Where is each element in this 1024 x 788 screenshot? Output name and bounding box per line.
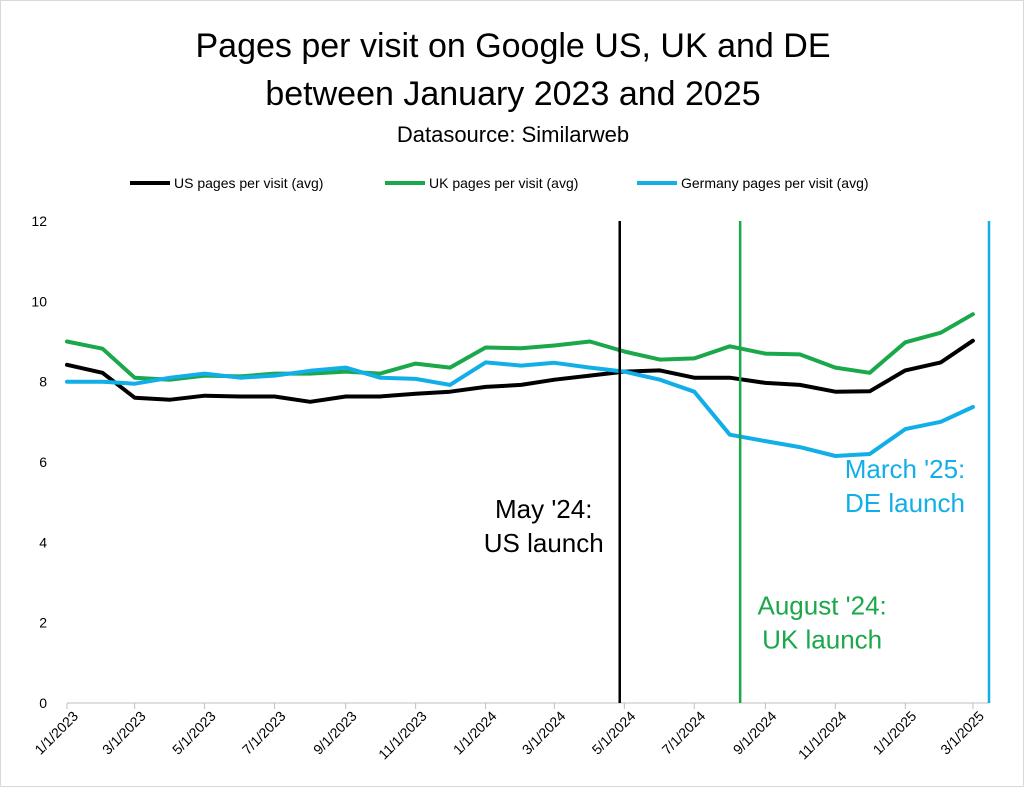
us-legend-entry: US pages per visit (avg) [130,175,323,191]
x-tick-label: 9/1/2024 [730,708,780,758]
x-tick-label: 1/1/2025 [870,708,920,758]
legend-label: US pages per visit (avg) [174,175,323,191]
x-tick-label: 11/1/2023 [375,708,430,763]
x-tick-label: 3/1/2023 [99,708,149,758]
us-series-line [65,338,975,404]
y-tick-label: 6 [39,454,47,470]
de-launch-label-line: March '25: [845,454,966,484]
legend-label: Germany pages per visit (avg) [681,175,869,191]
legend: US pages per visit (avg) UK pages per vis… [130,175,869,191]
x-tick-label: 3/1/2024 [519,708,569,758]
germany-legend-entry: Germany pages per visit (avg) [637,175,869,191]
uk-series-line [65,312,975,382]
uk-launch-label-line: UK launch [762,625,882,655]
uk-launch-label-line: August '24: [758,591,887,621]
x-axis: 1/1/2023 3/1/2023 5/1/2023 7/1/2023 9/1/2023… [31,702,989,763]
y-tick-label: 4 [39,534,47,550]
x-tick-label: 3/1/2025 [937,708,987,758]
annotation-layer: May '24: US launch August '24: UK launch Mar… [484,221,991,703]
x-tick-label: 1/1/2024 [450,708,500,758]
y-tick-label: 0 [39,695,47,711]
y-tick-label: 10 [31,293,47,309]
legend-label: UK pages per visit (avg) [429,175,578,191]
x-tick-label: 7/1/2023 [239,708,289,758]
chart-title-line-2: between January 2023 and 2025 [265,75,760,113]
x-tick-label: 5/1/2024 [589,708,639,758]
uk-legend-entry: UK pages per visit (avg) [385,175,578,191]
y-tick-label: 12 [31,213,47,229]
y-tick-label: 2 [39,615,47,631]
y-tick-label: 8 [39,374,47,390]
chart-subtitle: Datasource: Similarweb [397,122,629,147]
x-tick-label: 9/1/2023 [310,708,360,758]
de-launch-label-line: DE launch [845,488,965,518]
x-tick-label: 11/1/2024 [795,708,850,763]
us-launch-label-line: May '24: [495,494,592,524]
x-tick-label: 5/1/2023 [169,708,219,758]
x-tick-label: 7/1/2024 [659,708,709,758]
chart-title-line-1: Pages per visit on Google US, UK and DE [196,27,831,65]
y-axis: 0 2 4 6 8 10 12 [31,213,47,711]
germany-series-line [65,360,975,458]
x-tick-label: 1/1/2023 [31,708,81,758]
us-launch-label-line: US launch [484,528,604,558]
series-layer [65,312,975,458]
